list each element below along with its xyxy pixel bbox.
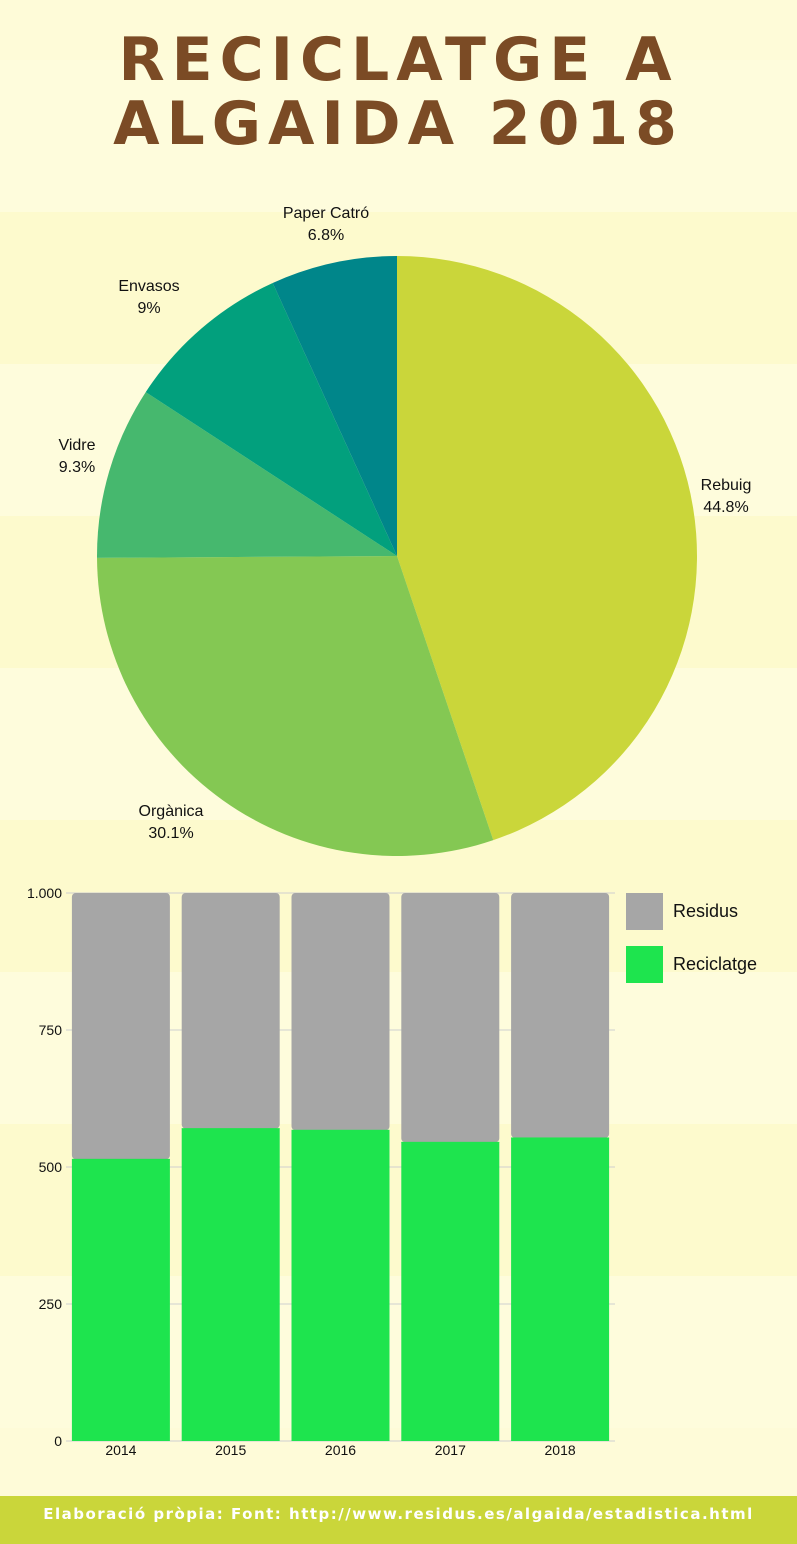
title-line-2: ALGAIDA 2018 [113,89,684,159]
title-line-1: RECICLATGE A [118,25,679,95]
x-tick-label: 2014 [105,1442,136,1458]
y-tick-label: 250 [39,1296,63,1312]
pie-label: Paper Catró [283,205,369,222]
pie-slice-org-nica [97,556,494,856]
pie-label: Orgànica [139,803,204,820]
x-tick-label: 2017 [435,1442,466,1458]
pie-value-label: 9% [137,300,160,317]
bar-segment-residus-2015 [181,893,280,1129]
legend-label-residus: Residus [673,901,738,921]
stacked-bar-chart: 0 250 500 750 1.000 2014 2015 2016 2017 2018 Resid… [27,885,757,1458]
pie-slice-envasos [145,282,397,556]
legend-swatch-residus [626,893,663,930]
page-title: RECICLATGE A ALGAIDA 2018 [0,28,797,156]
bar-segment-residus-2016 [291,893,390,1131]
bar-segment-reciclatge-2016 [291,1130,390,1441]
bar-join [181,1128,280,1130]
pie-label: Rebuig [701,477,752,494]
x-tick-label: 2016 [325,1442,356,1458]
bar-join [291,1129,390,1131]
x-tick-label: 2018 [545,1442,576,1458]
y-tick-label: 0 [54,1433,62,1449]
pie-label: Vidre [58,437,95,454]
bar-segment-residus-2018 [511,893,610,1138]
y-tick-label: 500 [39,1159,63,1175]
bar-join [511,1137,610,1139]
y-tick-label: 1.000 [27,885,62,901]
bar-segment-residus-2014 [71,893,170,1160]
pie-slice-rebuig [397,256,697,841]
background-band [0,60,797,212]
pie-value-label: 6.8% [308,227,344,244]
pie-chart: Rebuig 44.8% Orgànica 30.1% Vidre 9.3% Envasos… [58,205,752,856]
bar-segment-reciclatge-2015 [181,1128,280,1441]
pie-label: Envasos [118,278,179,295]
bar-segment-reciclatge-2017 [401,1142,500,1441]
pie-slice-vidre [97,392,397,558]
legend-swatch-reciclatge [626,946,663,983]
pie-value-label: 9.3% [59,459,95,476]
pie-value-label: 30.1% [148,825,193,842]
y-tick-label: 750 [39,1022,63,1038]
source-footer: Elaboració pròpia: Font: http://www.resi… [0,1496,797,1544]
bar-join [71,1158,170,1160]
legend-label-reciclatge: Reciclatge [673,954,757,974]
bar-segment-residus-2017 [401,893,500,1143]
pie-value-label: 44.8% [703,499,748,516]
bar-join [401,1141,500,1143]
x-tick-label: 2015 [215,1442,246,1458]
bar-segment-reciclatge-2014 [71,1159,170,1441]
bar-segment-reciclatge-2018 [511,1137,610,1441]
pie-slice-paper-catr- [272,256,397,556]
